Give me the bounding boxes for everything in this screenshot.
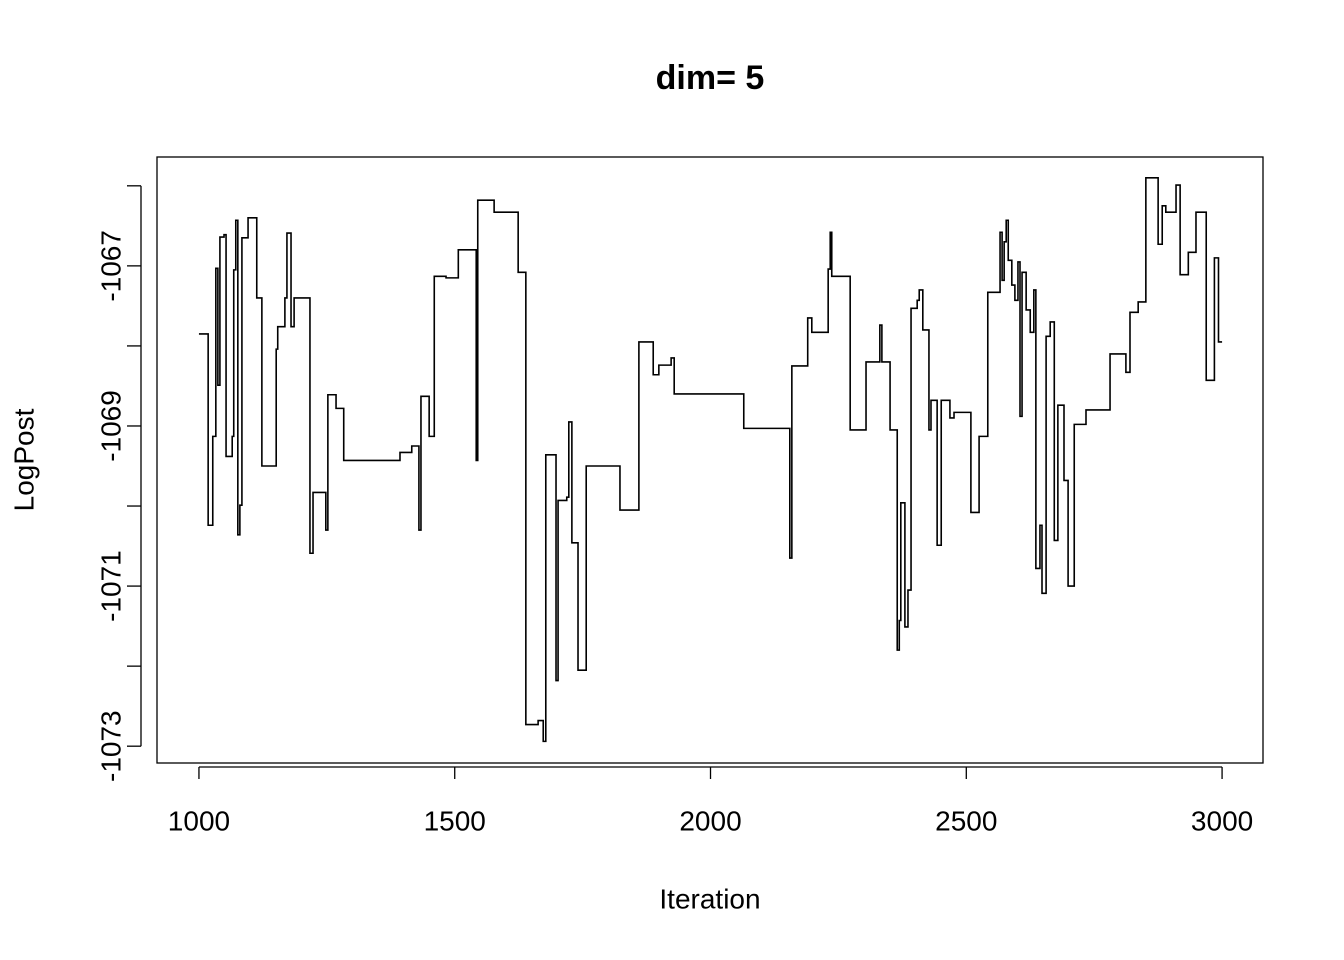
- x-axis-label: Iteration: [659, 883, 760, 914]
- y-tick-label: -1071: [95, 550, 126, 622]
- y-tick-label: -1067: [95, 230, 126, 302]
- x-tick-label: 3000: [1191, 805, 1253, 836]
- x-tick-label: 1500: [424, 805, 486, 836]
- y-tick-label: -1073: [95, 710, 126, 782]
- x-tick-label: 1000: [168, 805, 230, 836]
- y-axis-label: LogPost: [8, 408, 39, 511]
- chart-title: dim= 5: [656, 59, 765, 97]
- y-tick-label: -1069: [95, 390, 126, 462]
- x-tick-label: 2000: [679, 805, 741, 836]
- plot-frame: [156, 156, 1264, 764]
- x-tick-label: 2500: [935, 805, 997, 836]
- trace-line: [198, 177, 1223, 743]
